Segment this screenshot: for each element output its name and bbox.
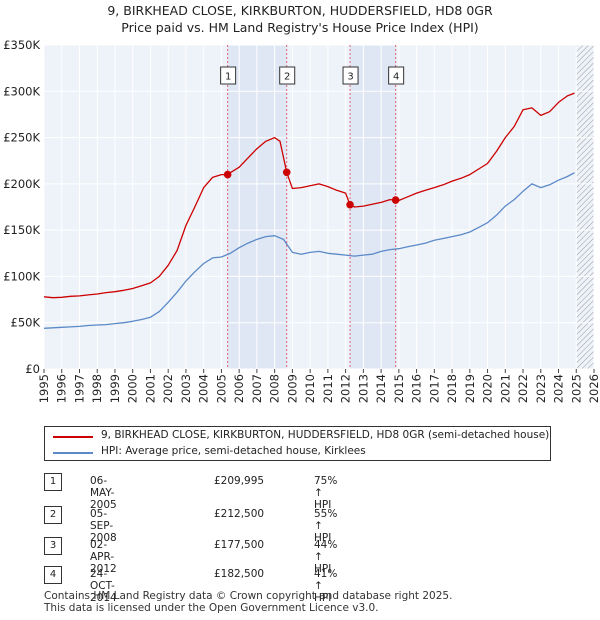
x-tick-label: 2008	[268, 374, 282, 403]
sale-point	[391, 196, 400, 204]
x-tick-label: 2013	[356, 374, 370, 403]
x-tick-label: 2012	[339, 374, 353, 403]
x-tick-label: 2007	[250, 374, 264, 403]
sale-number: 4	[44, 566, 62, 584]
sale-point	[346, 200, 354, 209]
sale-number: 2	[44, 506, 62, 524]
x-tick-label: 2026	[587, 374, 600, 403]
sale-date: 06-MAY-2005	[90, 475, 117, 511]
property-price-line	[43, 92, 575, 299]
sale-hpi-change: 44% ↑ HPI	[314, 539, 338, 575]
legend-label-hpi: HPI: Average price, semi-detached house,…	[101, 445, 366, 457]
x-tick-label: 2015	[392, 374, 406, 403]
x-tick-label: 2018	[445, 374, 459, 403]
x-tick-label: 2025	[569, 374, 583, 403]
x-tick-label: 2006	[232, 374, 246, 403]
x-tick-label: 2003	[179, 374, 193, 403]
sale-number: 3	[44, 537, 62, 555]
y-tick-label: £350K	[3, 38, 40, 52]
sale-label-box	[342, 66, 359, 85]
sale-point	[282, 168, 291, 177]
x-tick-label: 2000	[126, 374, 140, 403]
sale-price: £177,500	[214, 539, 265, 551]
sale-hpi-change: 55% ↑ HPI	[314, 508, 338, 544]
sale-label-text: 4	[393, 72, 399, 83]
footer-licence: This data is licensed under the Open Gov…	[44, 602, 379, 614]
x-tick-label: 2014	[374, 374, 388, 403]
chart-title: 9, BIRKHEAD CLOSE, KIRKBURTON, HUDDERSFI…	[107, 3, 493, 18]
x-tick-label: 1999	[108, 374, 122, 403]
sale-number: 1	[44, 473, 62, 491]
y-tick-label: £150K	[3, 223, 40, 237]
y-tick-label: £250K	[3, 131, 40, 145]
x-tick-label: 2002	[161, 374, 175, 403]
legend-swatch-hpi	[53, 452, 93, 454]
x-tick-label: 1998	[90, 374, 104, 403]
sale-date: 05-SEP-2008	[90, 508, 117, 544]
y-tick-label: £50K	[11, 316, 41, 330]
x-tick-label: 2021	[498, 374, 512, 403]
sale-hpi-change: 41% ↑ HPI	[314, 568, 338, 604]
x-tick-label: 1995	[37, 374, 51, 403]
y-tick-label: £0	[25, 362, 40, 376]
sale-point	[223, 170, 232, 179]
hpi-line	[43, 172, 575, 329]
forecast-region	[576, 45, 594, 369]
sale-price: £212,500	[214, 508, 265, 520]
sale-label-box	[388, 66, 405, 85]
x-tick-label: 2019	[463, 374, 477, 403]
x-tick-label: 2011	[321, 374, 335, 403]
sale-hpi-change: 75% ↑ HPI	[314, 475, 338, 511]
x-tick-label: 2022	[516, 374, 530, 403]
legend-swatch-property	[53, 436, 93, 438]
sale-label-text: 2	[284, 72, 290, 83]
x-tick-label: 2009	[285, 374, 299, 403]
footer-copyright: Contains HM Land Registry data © Crown c…	[44, 590, 453, 602]
y-tick-label: £100K	[3, 269, 40, 283]
x-tick-label: 2010	[303, 374, 317, 403]
price-chart: 1 2 3 4 £0 £50K £100K £150K £200K £250K £300K £350K…	[3, 38, 600, 403]
x-tick-label: 2005	[214, 374, 228, 403]
sale-label-text: 3	[347, 72, 353, 83]
sale-label-box	[220, 66, 237, 85]
y-tick-label: £300K	[3, 84, 40, 98]
legend-label-property: 9, BIRKHEAD CLOSE, KIRKBURTON, HUDDERSFI…	[101, 429, 550, 441]
x-tick-label: 1996	[55, 374, 69, 403]
sale-label-box	[279, 66, 296, 85]
sale-price: £182,500	[214, 568, 265, 580]
x-tick-label: 2016	[410, 374, 424, 403]
sale-label-text: 1	[225, 72, 231, 83]
legend: 9, BIRKHEAD CLOSE, KIRKBURTON, HUDDERSFI…	[44, 426, 551, 461]
x-tick-label: 2017	[427, 374, 441, 403]
chart-subtitle: Price paid vs. HM Land Registry's House …	[121, 20, 479, 35]
sale-date: 02-APR-2012	[90, 539, 117, 575]
sale-price: £209,995	[214, 475, 265, 487]
y-tick-label: £200K	[3, 177, 40, 191]
x-tick-label: 2023	[534, 374, 548, 403]
plot-area	[44, 45, 594, 369]
x-tick-label: 2024	[552, 374, 566, 403]
x-tick-label: 1997	[72, 374, 86, 403]
x-tick-label: 2004	[197, 374, 211, 403]
sale-date: 24-OCT-2014	[90, 568, 117, 604]
x-tick-label: 2001	[143, 374, 157, 403]
x-tick-label: 2020	[481, 374, 495, 403]
